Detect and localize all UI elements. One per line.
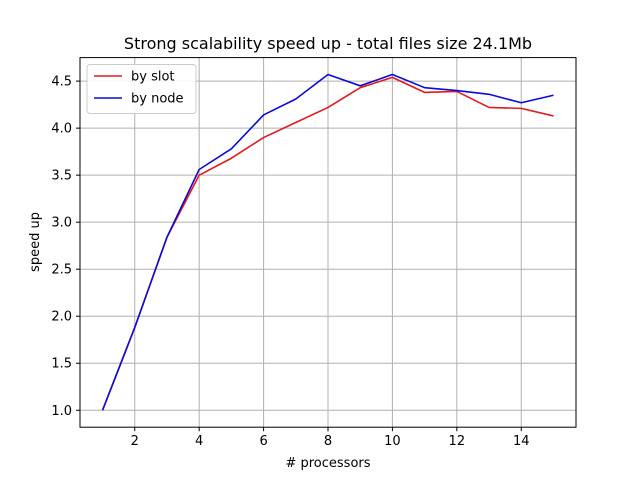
y-tick-label: 1.0: [51, 404, 72, 419]
x-axis-label: # processors: [285, 456, 370, 471]
y-tick-label: 4.5: [51, 75, 72, 90]
x-tick-label: 6: [259, 434, 267, 449]
legend: by slot by node: [86, 64, 197, 114]
x-tick-label: 10: [384, 434, 401, 449]
legend-label-by-node: by node: [131, 92, 184, 107]
y-axis-label: speed up: [28, 212, 43, 272]
x-tick-label: 8: [324, 434, 332, 449]
y-tick-label: 3.0: [51, 216, 72, 231]
axis-ticks: 2 4 6 8 10 12 14 1.0 1.5 2.0 2.5 3.0 3.5 4.0 4.5: [51, 75, 529, 450]
x-tick-label: 4: [195, 434, 203, 449]
y-tick-label: 4.0: [51, 122, 72, 137]
x-tick-label: 12: [449, 434, 466, 449]
y-tick-label: 2.5: [51, 263, 72, 278]
x-tick-label: 14: [513, 434, 530, 449]
y-tick-label: 2.0: [51, 310, 72, 325]
y-tick-label: 3.5: [51, 169, 72, 184]
grid: [80, 57, 576, 428]
series-lines: [101, 73, 554, 411]
x-tick-label: 2: [131, 434, 139, 449]
series-line-by-slot: [101, 76, 554, 411]
legend-label-by-slot: by slot: [131, 70, 175, 85]
y-tick-label: 1.5: [51, 357, 72, 372]
chart-title: Strong scalability speed up - total file…: [124, 34, 532, 53]
series-line-by-node: [101, 73, 554, 411]
